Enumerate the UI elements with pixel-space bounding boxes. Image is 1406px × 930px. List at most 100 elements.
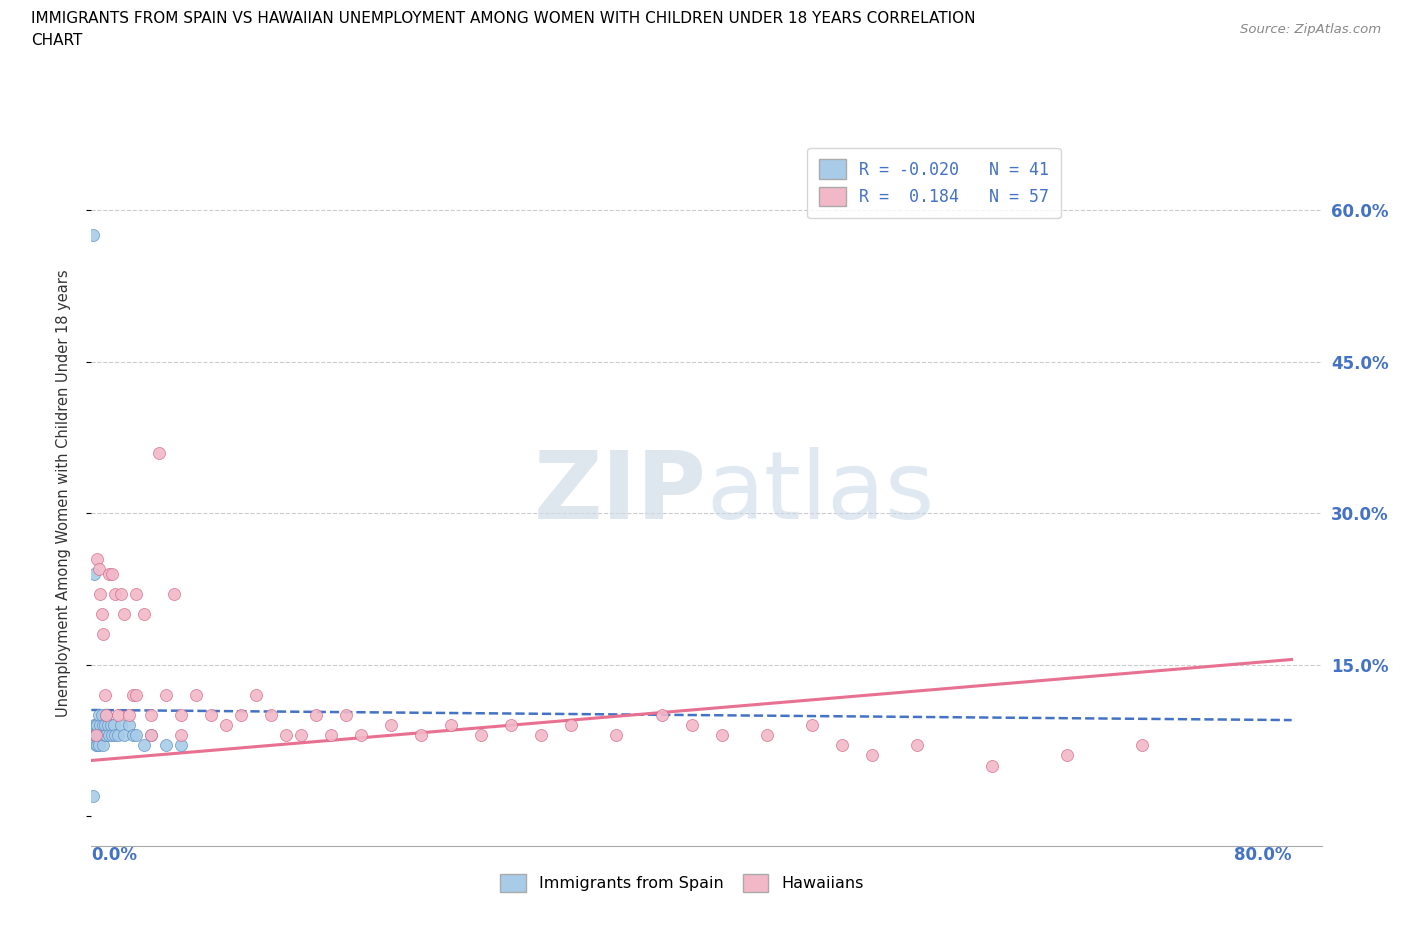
Point (107, 708, 129, 723)
Point (163, 587, 186, 602)
Point (93, 627, 115, 642)
Point (103, 718, 125, 733)
Point (605, 728, 627, 743)
Point (96, 708, 118, 723)
Point (170, 708, 193, 723)
Point (231, 708, 253, 723)
Point (440, 718, 463, 733)
Point (112, 606, 135, 621)
Text: 80.0%: 80.0% (1234, 846, 1292, 864)
Text: atlas: atlas (706, 447, 935, 538)
Point (87, 737, 110, 752)
Point (170, 728, 193, 743)
Point (335, 708, 357, 723)
Text: Source: ZipAtlas.com: Source: ZipAtlas.com (1240, 23, 1381, 36)
Text: 0.0%: 0.0% (91, 846, 138, 864)
Point (84, 728, 107, 743)
Point (170, 737, 193, 752)
Point (800, 718, 823, 733)
Point (104, 728, 127, 743)
Point (93, 718, 115, 733)
Point (93, 737, 115, 752)
Point (118, 718, 141, 733)
Point (110, 587, 132, 602)
Point (122, 728, 145, 743)
Text: ZIP: ZIP (534, 447, 706, 538)
Point (107, 728, 129, 743)
Point (125, 687, 148, 702)
Point (86, 718, 108, 733)
Point (831, 737, 853, 752)
Point (1056, 748, 1078, 763)
Point (83, 718, 105, 733)
Point (530, 728, 553, 743)
Point (104, 587, 127, 602)
Text: IMMIGRANTS FROM SPAIN VS HAWAIIAN UNEMPLOYMENT AMONG WOMEN WITH CHILDREN UNDER 1: IMMIGRANTS FROM SPAIN VS HAWAIIAN UNEMPL… (31, 11, 976, 26)
Point (90, 606, 112, 621)
Point (122, 687, 145, 702)
Point (276, 728, 298, 743)
Point (305, 708, 328, 723)
Point (141, 708, 163, 723)
Point (87, 561, 110, 576)
Point (560, 718, 582, 733)
Point (905, 737, 928, 752)
Point (100, 718, 122, 733)
Point (148, 445, 170, 460)
Point (96, 708, 118, 723)
Point (112, 728, 135, 743)
Point (125, 728, 148, 743)
Point (83, 566, 105, 581)
Point (84, 718, 107, 733)
Point (470, 728, 492, 743)
Point (101, 728, 124, 743)
Point (141, 728, 163, 743)
Point (94, 718, 117, 733)
Point (110, 718, 132, 733)
Point (118, 708, 141, 723)
Point (200, 708, 222, 723)
Point (980, 758, 1002, 773)
Point (96, 728, 118, 743)
Point (290, 728, 312, 743)
Point (650, 708, 672, 723)
Point (90, 708, 112, 723)
Y-axis label: Unemployment Among Women with Children Under 18 years: Unemployment Among Women with Children U… (56, 269, 70, 717)
Point (89, 718, 111, 733)
Point (125, 587, 148, 602)
Point (82, 228, 104, 243)
Text: CHART: CHART (31, 33, 83, 48)
Point (82, 789, 104, 804)
Point (132, 606, 155, 621)
Point (1130, 737, 1153, 752)
Point (141, 728, 163, 743)
Point (755, 728, 778, 743)
Point (98, 566, 121, 581)
Point (90, 728, 112, 743)
Point (87, 728, 110, 743)
Legend: Immigrants from Spain, Hawaiians: Immigrants from Spain, Hawaiians (494, 867, 870, 898)
Point (411, 728, 433, 743)
Point (94, 728, 117, 743)
Point (101, 566, 124, 581)
Point (86, 551, 108, 566)
Point (710, 728, 733, 743)
Point (681, 718, 703, 733)
Point (86, 737, 108, 752)
Point (98, 728, 121, 743)
Point (87, 708, 110, 723)
Point (97, 718, 120, 733)
Point (380, 718, 402, 733)
Point (86, 728, 108, 743)
Point (260, 708, 283, 723)
Point (83, 728, 105, 743)
Point (84, 728, 107, 743)
Point (155, 737, 177, 752)
Point (860, 748, 883, 763)
Point (186, 687, 208, 702)
Point (83, 728, 105, 743)
Point (321, 728, 343, 743)
Point (132, 737, 155, 752)
Point (155, 687, 177, 702)
Point (89, 728, 111, 743)
